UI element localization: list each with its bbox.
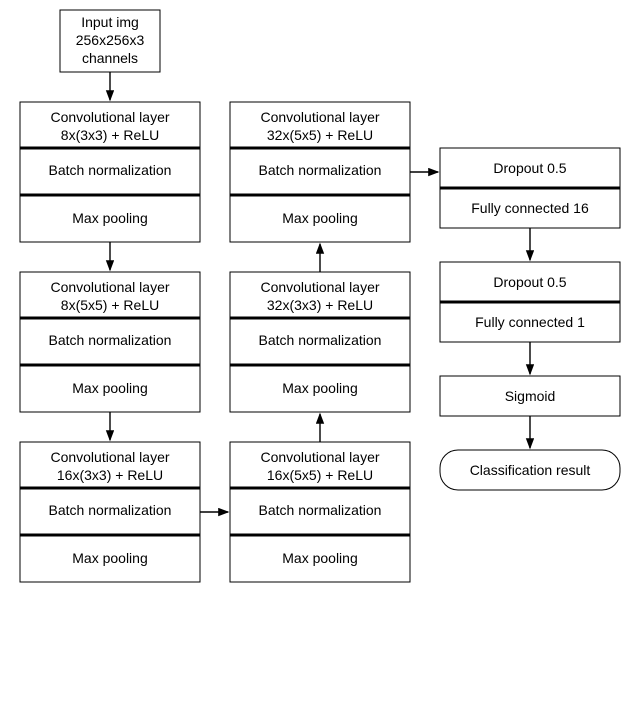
c3-pool: Max pooling: [72, 550, 148, 566]
c4-bn: Batch normalization: [259, 502, 382, 518]
input-line3: channels: [82, 50, 138, 66]
c1-bn: Batch normalization: [49, 162, 172, 178]
conv-block-6: Convolutional layer 32x(5x5) + ReLU Batc…: [230, 102, 410, 242]
sigmoid-label: Sigmoid: [505, 388, 556, 404]
c6-conv: Convolutional layer: [260, 109, 379, 125]
sigmoid-box: Sigmoid: [440, 376, 620, 416]
dropout-1: Dropout 0.5: [493, 160, 566, 176]
c2-pool: Max pooling: [72, 380, 148, 396]
c1-conv: Convolutional layer: [50, 109, 169, 125]
fc-block-2: Dropout 0.5 Fully connected 1: [440, 262, 620, 342]
c5-pool: Max pooling: [282, 380, 358, 396]
conv-block-3: Convolutional layer 16x(3x3) + ReLU Batc…: [20, 442, 200, 582]
fc-16: Fully connected 16: [471, 200, 589, 216]
c5-bn: Batch normalization: [259, 332, 382, 348]
conv-block-1: Convolutional layer 8x(3x3) + ReLU Batch…: [20, 102, 200, 242]
c2-spec: 8x(5x5) + ReLU: [61, 297, 159, 313]
c6-bn: Batch normalization: [259, 162, 382, 178]
c6-pool: Max pooling: [282, 210, 358, 226]
c1-pool: Max pooling: [72, 210, 148, 226]
c5-spec: 32x(3x3) + ReLU: [267, 297, 373, 313]
result-label: Classification result: [470, 462, 591, 478]
conv-block-5: Convolutional layer 32x(3x3) + ReLU Batc…: [230, 272, 410, 412]
c5-conv: Convolutional layer: [260, 279, 379, 295]
result-box: Classification result: [440, 450, 620, 490]
conv-block-2: Convolutional layer 8x(5x5) + ReLU Batch…: [20, 272, 200, 412]
c6-spec: 32x(5x5) + ReLU: [267, 127, 373, 143]
input-box: Input img 256x256x3 channels: [60, 10, 160, 72]
input-line2: 256x256x3: [76, 32, 145, 48]
c4-spec: 16x(5x5) + ReLU: [267, 467, 373, 483]
c2-conv: Convolutional layer: [50, 279, 169, 295]
fc-block-1: Dropout 0.5 Fully connected 16: [440, 148, 620, 228]
c3-conv: Convolutional layer: [50, 449, 169, 465]
fc-1: Fully connected 1: [475, 314, 585, 330]
conv-block-4: Convolutional layer 16x(5x5) + ReLU Batc…: [230, 442, 410, 582]
c4-pool: Max pooling: [282, 550, 358, 566]
input-line1: Input img: [81, 14, 139, 30]
c3-spec: 16x(3x3) + ReLU: [57, 467, 163, 483]
dropout-2: Dropout 0.5: [493, 274, 566, 290]
architecture-diagram: Input img 256x256x3 channels Convolution…: [0, 0, 632, 704]
c1-spec: 8x(3x3) + ReLU: [61, 127, 159, 143]
c2-bn: Batch normalization: [49, 332, 172, 348]
c4-conv: Convolutional layer: [260, 449, 379, 465]
c3-bn: Batch normalization: [49, 502, 172, 518]
